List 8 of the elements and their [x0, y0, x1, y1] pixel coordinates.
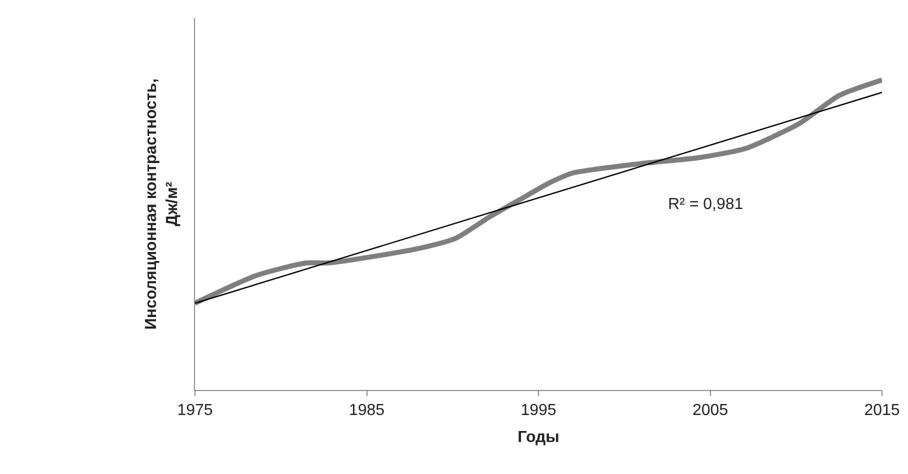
x-tick-label: 1995: [520, 402, 556, 420]
annotation: R² = 0,981: [668, 196, 744, 213]
y-axis-title: Инсоляционная контрастность, Дж/м²: [143, 78, 181, 330]
x-axis-title: Годы: [518, 428, 560, 446]
x-tick-label: 2015: [864, 402, 900, 420]
x-tick-label: 1975: [177, 402, 213, 420]
x-tick-label: 2005: [692, 402, 728, 420]
x-tick-label: 1985: [348, 402, 385, 420]
